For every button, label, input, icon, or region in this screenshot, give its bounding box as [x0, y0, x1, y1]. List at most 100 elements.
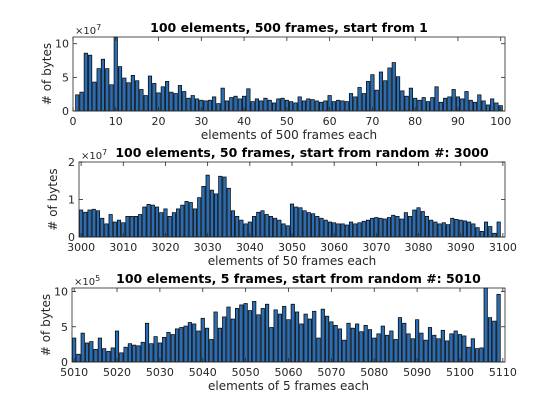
bar-bottom-5095 [436, 338, 441, 363]
bar-bottom-5033 [170, 334, 175, 363]
bar-top-59 [323, 100, 328, 112]
bar-top-43 [254, 98, 259, 112]
bar-bottom-5103 [470, 338, 475, 363]
bar-middle-3056 [315, 216, 320, 238]
bar-top-69 [366, 81, 371, 112]
bar-middle-3019 [159, 212, 164, 238]
bar-bottom-5073 [342, 339, 347, 363]
bar-top-22 [165, 81, 170, 112]
bar-bottom-5056 [269, 327, 274, 363]
bar-middle-3006 [104, 223, 109, 238]
bar-top-99 [494, 102, 499, 112]
bar-bottom-5109 [496, 293, 501, 363]
bar-top-91 [460, 98, 465, 112]
bar-top-68 [361, 93, 366, 112]
bar-bottom-5036 [183, 325, 188, 363]
bar-middle-3011 [125, 216, 130, 238]
bar-middle-3028 [197, 197, 202, 238]
bar-top-76 [396, 76, 401, 112]
bar-top-87 [443, 97, 448, 112]
bar-middle-3008 [112, 221, 117, 238]
bar-bottom-5031 [162, 336, 167, 363]
bar-middle-3079 [412, 209, 417, 238]
bar-bottom-5053 [256, 314, 261, 363]
y-tick-label-bottom: 5 [61, 321, 68, 334]
bar-middle-3089 [454, 219, 459, 238]
bar-middle-3005 [100, 217, 105, 238]
bar-top-49 [280, 97, 285, 112]
bar-bottom-5028 [149, 343, 154, 363]
bar-top-79 [408, 87, 413, 112]
x-tick-label-bottom: 5050 [232, 366, 260, 379]
bar-top-18 [147, 75, 153, 112]
bar-middle-3036 [230, 210, 235, 238]
bar-middle-3086 [441, 222, 446, 238]
bar-bottom-5022 [123, 346, 128, 363]
bar-middle-3096 [483, 221, 489, 238]
bar-middle-3002 [87, 209, 92, 238]
bar-top-36 [224, 100, 230, 112]
bar-top-57 [314, 100, 319, 112]
bar-bottom-5087 [402, 322, 407, 363]
bar-bottom-5038 [192, 323, 197, 363]
bar-top-98 [490, 98, 495, 112]
bar-bottom-5032 [166, 332, 171, 363]
bar-bottom-5047 [230, 318, 235, 363]
bar-bottom-5088 [406, 333, 411, 363]
bar-bottom-5071 [333, 325, 338, 363]
bar-bottom-5013 [84, 342, 90, 363]
bar-bottom-5059 [282, 305, 287, 363]
bar-middle-3080 [416, 207, 421, 238]
bar-top-89 [451, 89, 456, 112]
bar-bottom-5084 [389, 330, 394, 363]
bar-middle-3018 [154, 206, 160, 238]
bar-middle-3094 [475, 227, 480, 238]
x-tick-label-top: 70 [365, 115, 379, 128]
bar-top-23 [169, 91, 174, 112]
bar-top-95 [477, 94, 482, 112]
bar-middle-3001 [83, 211, 88, 238]
bar-bottom-5078 [363, 325, 368, 363]
bar-top-55 [306, 98, 311, 112]
bar-bottom-5092 [423, 339, 428, 363]
x-tick-label-top: 90 [451, 115, 465, 128]
bar-middle-3055 [311, 213, 316, 238]
bar-top-54 [301, 100, 307, 112]
y-tick-label-middle: 1 [68, 194, 75, 207]
bar-middle-3069 [370, 217, 375, 238]
bar-top-74 [387, 67, 392, 112]
bar-top-77 [400, 90, 405, 112]
x-tick-label-top: 30 [194, 115, 208, 128]
bar-middle-3084 [433, 221, 438, 238]
bar-bottom-5096 [440, 329, 445, 363]
x-tick-label-middle: 3100 [489, 241, 517, 254]
bar-middle-3067 [361, 220, 366, 238]
bar-bottom-5011 [76, 353, 81, 363]
bar-middle-3024 [180, 204, 185, 238]
bar-middle-3012 [129, 216, 134, 238]
bar-top-32 [207, 99, 212, 112]
bar-top-33 [212, 96, 217, 112]
bar-top-12 [122, 77, 127, 112]
subplot-middle: 3000 3010 3020 3030 3040 3050 3060 3070 3080 3090… [46, 145, 517, 268]
x-tick-label-middle: 3070 [362, 241, 390, 254]
bar-bottom-5090 [415, 319, 420, 363]
bar-middle-3095 [479, 231, 484, 238]
bar-bottom-5074 [346, 322, 351, 363]
bar-top-29 [194, 98, 200, 112]
bar-middle-3038 [239, 219, 244, 238]
x-tick-label-bottom: 5030 [146, 366, 174, 379]
bar-top-7 [100, 58, 106, 112]
bar-top-37 [229, 97, 234, 112]
bar-top-88 [447, 96, 452, 112]
bar-top-48 [276, 98, 281, 112]
bar-bottom-5066 [312, 310, 317, 363]
bar-bottom-5102 [466, 346, 471, 363]
bar-top-51 [289, 101, 294, 112]
bar-top-78 [404, 95, 409, 112]
bar-middle-3068 [365, 219, 370, 238]
bar-middle-3066 [357, 222, 362, 238]
x-tick-label-middle: 3030 [194, 241, 222, 254]
bar-middle-3051 [294, 206, 299, 238]
